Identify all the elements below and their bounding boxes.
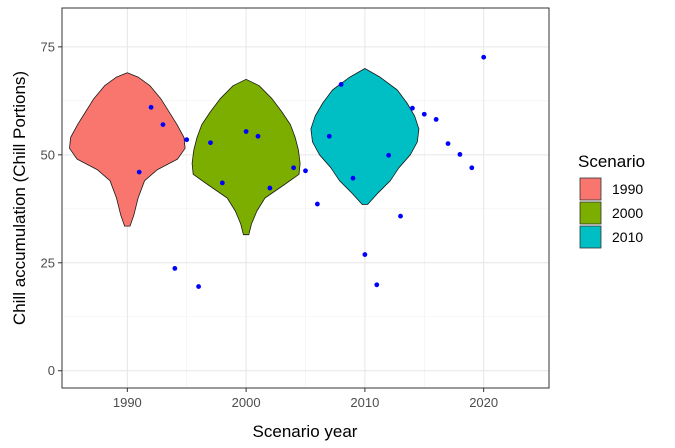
violin-2000 [191,78,301,236]
data-point [326,133,332,139]
data-points [136,54,487,289]
y-axis-ticks: 0 25 50 75 [41,39,62,378]
data-point [148,104,154,110]
legend-label-1990: 1990 [612,181,643,197]
violins [69,68,420,236]
y-tick-label: 25 [41,255,55,270]
data-point [196,284,201,289]
x-tick-label: 2010 [350,395,379,410]
data-point [421,111,427,117]
data-point [172,265,178,271]
legend-label-2010: 2010 [612,229,643,245]
data-point [267,185,273,191]
data-point [136,169,142,175]
data-point [433,117,439,122]
data-point [469,165,475,171]
data-point [457,151,463,157]
data-point [243,129,249,134]
data-point [303,168,308,174]
data-point [410,105,415,111]
data-point [350,175,356,181]
x-axis-title: Scenario year [253,422,358,441]
data-point [219,180,225,186]
violin-1990 [69,72,186,227]
data-point [208,140,213,146]
legend-entries: 1990 2000 2010 [579,177,643,249]
x-axis-ticks: 1990 2000 2010 2020 [113,388,498,410]
plot-panel-border [61,7,550,389]
x-tick-label: 2020 [469,395,498,410]
legend-label-2000: 2000 [612,205,643,221]
y-axis-title: Chill accumulation (Chill Portions) [10,71,29,325]
data-point [398,213,403,219]
legend-title: Scenario [578,152,645,171]
data-point [184,137,190,143]
data-point [255,133,261,139]
data-point [445,141,451,146]
y-tick-label: 75 [41,39,55,54]
data-point [291,165,297,171]
data-point [314,201,320,207]
data-point [160,122,166,127]
legend-key-1990 [579,177,602,201]
y-tick-label: 0 [48,363,55,378]
x-tick-label: 2000 [232,395,261,410]
data-point [374,282,380,288]
data-point [338,82,344,87]
x-tick-label: 1990 [113,395,142,410]
legend-key-2000 [579,201,602,225]
data-point [481,54,487,60]
violin-2010 [310,68,420,205]
legend: Scenario 1990 2000 2010 [578,152,645,249]
data-point [386,152,392,158]
y-tick-label: 50 [41,147,55,162]
data-point [362,252,368,257]
legend-key-2010 [579,225,602,249]
